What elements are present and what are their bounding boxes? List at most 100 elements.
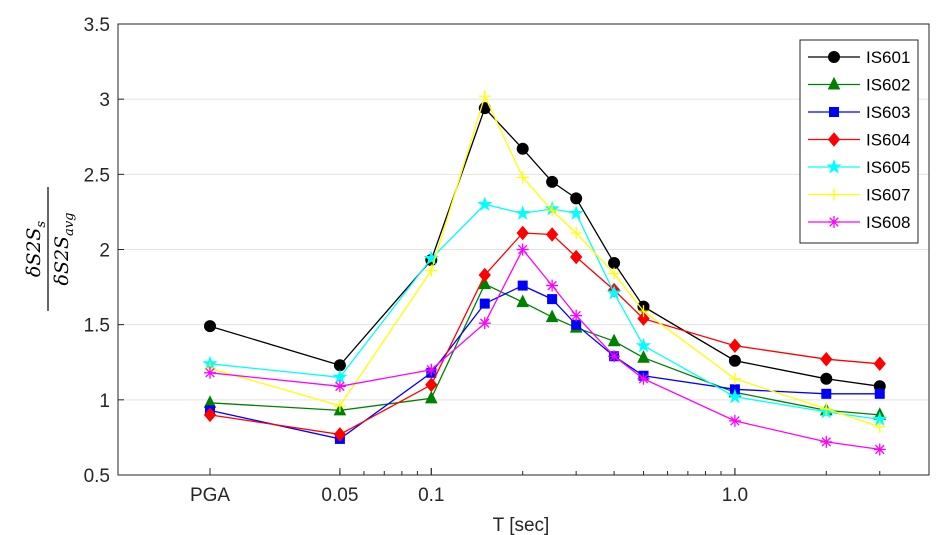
series-is604 — [203, 225, 886, 442]
data-point — [873, 420, 886, 433]
data-point — [425, 377, 438, 393]
data-point — [516, 225, 529, 241]
series-layer — [202, 90, 888, 456]
data-point — [516, 243, 529, 256]
data-point — [204, 320, 216, 333]
y-tick-label: 1 — [99, 391, 110, 412]
legend-item-is608: IS608 — [808, 213, 910, 232]
y-tick-label: 2 — [99, 241, 110, 262]
data-point — [727, 388, 743, 404]
data-point — [546, 279, 559, 292]
x-tick-label: 0.1 — [418, 485, 444, 506]
data-point — [332, 369, 348, 384]
x-tick-label: 0.05 — [321, 485, 358, 506]
y-tick-label: 3.5 — [84, 15, 110, 36]
data-point — [608, 257, 621, 270]
data-point — [516, 171, 529, 184]
data-point — [608, 267, 621, 280]
data-point — [828, 51, 840, 63]
data-point — [728, 338, 742, 353]
data-point — [829, 107, 839, 117]
data-point — [517, 280, 528, 291]
legend-label: IS604 — [866, 131, 910, 150]
data-point — [478, 90, 491, 103]
data-point — [424, 390, 438, 404]
y-tick-label: 3 — [99, 90, 110, 111]
data-point — [333, 399, 346, 412]
data-point — [570, 309, 583, 322]
axis-ticks: 0.5 1 1.5 2 2.5 3 3.5 PGA 0.05 0.1 1.0 — [84, 15, 881, 506]
data-point — [546, 175, 559, 188]
data-point — [333, 359, 346, 372]
data-point — [425, 363, 438, 376]
series-is608 — [204, 243, 886, 456]
series-line — [209, 94, 881, 428]
data-point — [516, 142, 529, 155]
data-point — [873, 356, 886, 372]
data-point — [820, 372, 833, 385]
y-label-num-sub: s — [34, 221, 49, 228]
data-point — [608, 350, 621, 363]
legend-label: IS602 — [866, 76, 910, 95]
data-point — [545, 309, 559, 323]
data-point — [478, 317, 491, 330]
data-point — [873, 443, 886, 456]
x-axis-label: T [sec] — [493, 515, 550, 535]
legend-label: IS607 — [866, 186, 910, 205]
x-tick-label: PGA — [190, 485, 230, 506]
data-point — [637, 350, 650, 363]
data-point — [477, 196, 493, 211]
legend-label: IS608 — [866, 213, 910, 232]
legend-item-is604: IS604 — [808, 131, 910, 150]
legend-label: IS605 — [866, 158, 910, 177]
data-point — [547, 294, 558, 305]
y-tick-label: 0.5 — [84, 466, 110, 487]
series-is601 — [204, 102, 886, 393]
data-point — [478, 267, 491, 283]
data-point — [828, 216, 840, 228]
legend-box — [799, 39, 919, 244]
data-point — [569, 249, 583, 265]
y-label-den-sub: avg — [62, 213, 77, 236]
data-point — [606, 285, 622, 300]
data-point — [827, 132, 841, 147]
legend-label: IS603 — [866, 103, 910, 122]
data-point — [637, 311, 650, 326]
data-point — [204, 366, 216, 379]
x-tick-label: 1.0 — [722, 485, 748, 506]
data-point — [827, 76, 841, 90]
data-point — [570, 192, 583, 205]
data-point — [203, 407, 217, 423]
y-axis-label-denominator: δS2Savg — [51, 213, 77, 286]
data-point — [728, 354, 741, 367]
series-line — [209, 203, 880, 421]
data-point — [826, 158, 842, 174]
data-point — [568, 205, 584, 220]
y-axis-label: δS2Ss δS2Savg — [23, 187, 77, 311]
data-point — [425, 264, 438, 277]
series-line — [209, 284, 880, 440]
data-point — [728, 372, 741, 385]
y-tick-label: 2.5 — [84, 165, 110, 186]
data-point — [479, 298, 490, 309]
y-label-den-main: δS2S — [51, 236, 73, 286]
data-point — [874, 388, 885, 399]
data-point — [820, 351, 833, 367]
data-point — [728, 414, 741, 427]
y-tick-label: 1.5 — [84, 316, 110, 337]
data-point — [635, 337, 652, 353]
legend: IS601 IS602 IS603 IS604 IS605 IS607 IS608 — [799, 39, 919, 244]
data-point — [637, 372, 650, 385]
data-point — [333, 427, 347, 442]
legend-item-is601: IS601 — [808, 48, 910, 67]
y-axis-label-numerator: δS2Ss — [23, 221, 49, 278]
series-line — [209, 232, 880, 436]
legend-item-is605: IS605 — [808, 158, 910, 177]
data-point — [607, 333, 621, 347]
data-point — [820, 402, 833, 415]
data-point — [515, 205, 531, 220]
legend-item-is603: IS603 — [808, 103, 910, 122]
legend-item-is602: IS602 — [808, 76, 910, 95]
series-line — [209, 283, 880, 416]
